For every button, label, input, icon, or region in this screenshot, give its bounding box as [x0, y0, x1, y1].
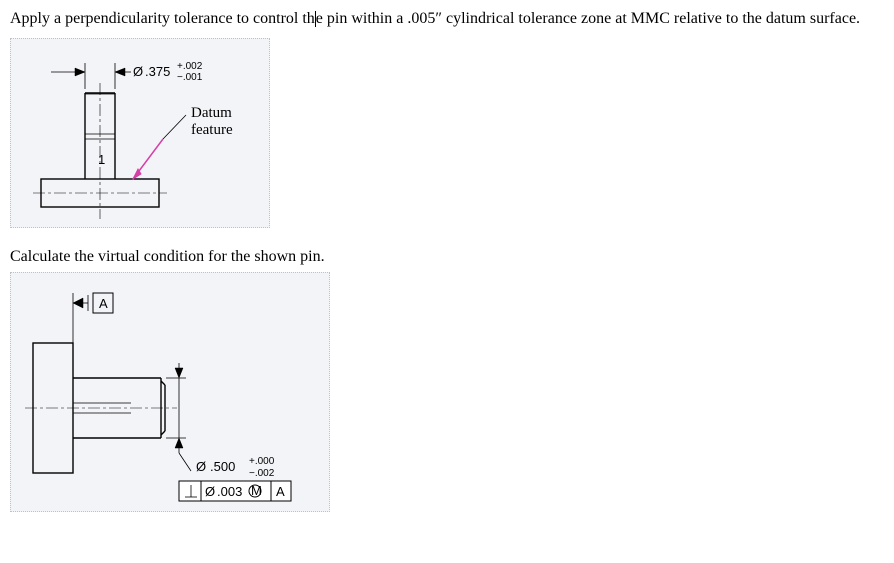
dim2-dia-symbol: Ø: [196, 459, 206, 474]
fcf-datum: A: [276, 484, 285, 499]
dim2-nominal: .500: [210, 459, 235, 474]
datum-a-letter: A: [99, 296, 108, 311]
fcf-modifier: M: [251, 483, 262, 498]
dim-upper-tol: +.002: [177, 61, 203, 72]
dim-nominal: .375: [145, 64, 170, 79]
figure2: A Ø .500 +.000 −.002: [10, 272, 330, 512]
problem2-instruction: Calculate the virtual condition for the …: [10, 248, 884, 266]
dim2-upper-tol: +.000: [249, 456, 275, 467]
problem1-text-part1: Apply a perpendicularity tolerance to co…: [10, 10, 315, 27]
fcf-dia: Ø: [205, 484, 215, 499]
figure1: Ø .375 +.002 −.001 1 Datum feature: [10, 38, 270, 228]
dim-lower-tol: −.001: [177, 72, 203, 83]
problem1-text-part2: e pin within a .005″ cylindrical toleran…: [316, 10, 860, 27]
problem1-instruction: Apply a perpendicularity tolerance to co…: [10, 8, 884, 30]
figure1-one: 1: [98, 152, 105, 167]
fcf-tol: .003: [217, 484, 242, 499]
dim2-lower-tol: −.002: [249, 468, 275, 479]
feature-control-frame: Ø .003 M A: [179, 481, 291, 501]
datum-label-line2: feature: [191, 122, 233, 138]
datum-label-line1: Datum: [191, 105, 232, 121]
dim-dia-symbol: Ø: [133, 64, 143, 79]
